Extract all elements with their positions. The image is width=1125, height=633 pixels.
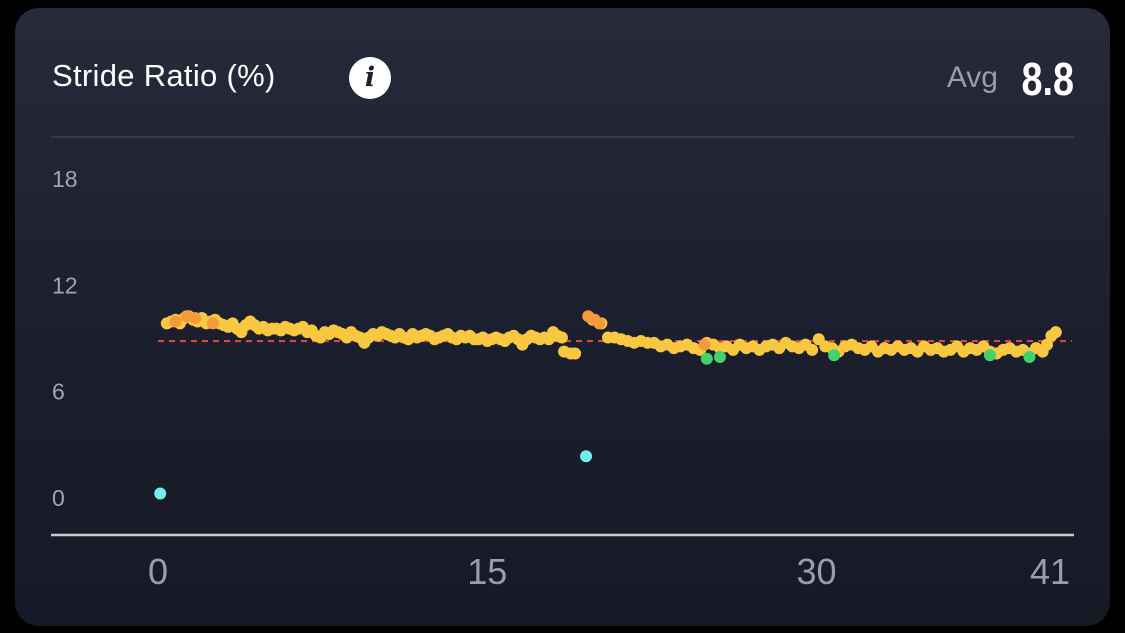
- y-tick-label: 6: [52, 379, 65, 405]
- header-divider: [51, 136, 1074, 138]
- data-point: [1023, 350, 1036, 363]
- data-point: [1049, 326, 1062, 339]
- data-point: [806, 343, 819, 356]
- y-tick-label: 12: [52, 272, 78, 298]
- card-title: Stride Ratio (%): [52, 58, 276, 93]
- data-point: [154, 487, 167, 500]
- avg-label: Avg: [946, 61, 998, 94]
- y-axis-ticks: 0 6 12 18: [52, 166, 78, 511]
- avg-value: 8.8: [1021, 53, 1074, 105]
- y-tick-label: 0: [52, 485, 65, 511]
- data-point: [169, 315, 182, 328]
- data-point: [828, 349, 841, 362]
- info-icon[interactable]: i: [349, 57, 391, 99]
- data-point: [698, 338, 711, 351]
- data-point: [700, 352, 713, 365]
- x-tick-label: 30: [797, 551, 837, 592]
- data-points: [154, 310, 1062, 500]
- data-point: [593, 317, 606, 330]
- data-point: [713, 350, 726, 363]
- y-tick-label: 18: [52, 166, 78, 192]
- data-point: [983, 349, 996, 362]
- x-tick-label: 15: [467, 551, 507, 592]
- data-point: [580, 450, 593, 463]
- x-tick-label: 41: [1030, 551, 1070, 592]
- x-axis-ticks: 0 15 30 41: [148, 551, 1070, 592]
- data-point: [1041, 338, 1054, 351]
- data-point: [555, 331, 568, 344]
- data-point: [569, 347, 582, 360]
- data-point: [206, 317, 219, 330]
- x-tick-label: 0: [148, 551, 168, 592]
- data-point: [189, 312, 202, 325]
